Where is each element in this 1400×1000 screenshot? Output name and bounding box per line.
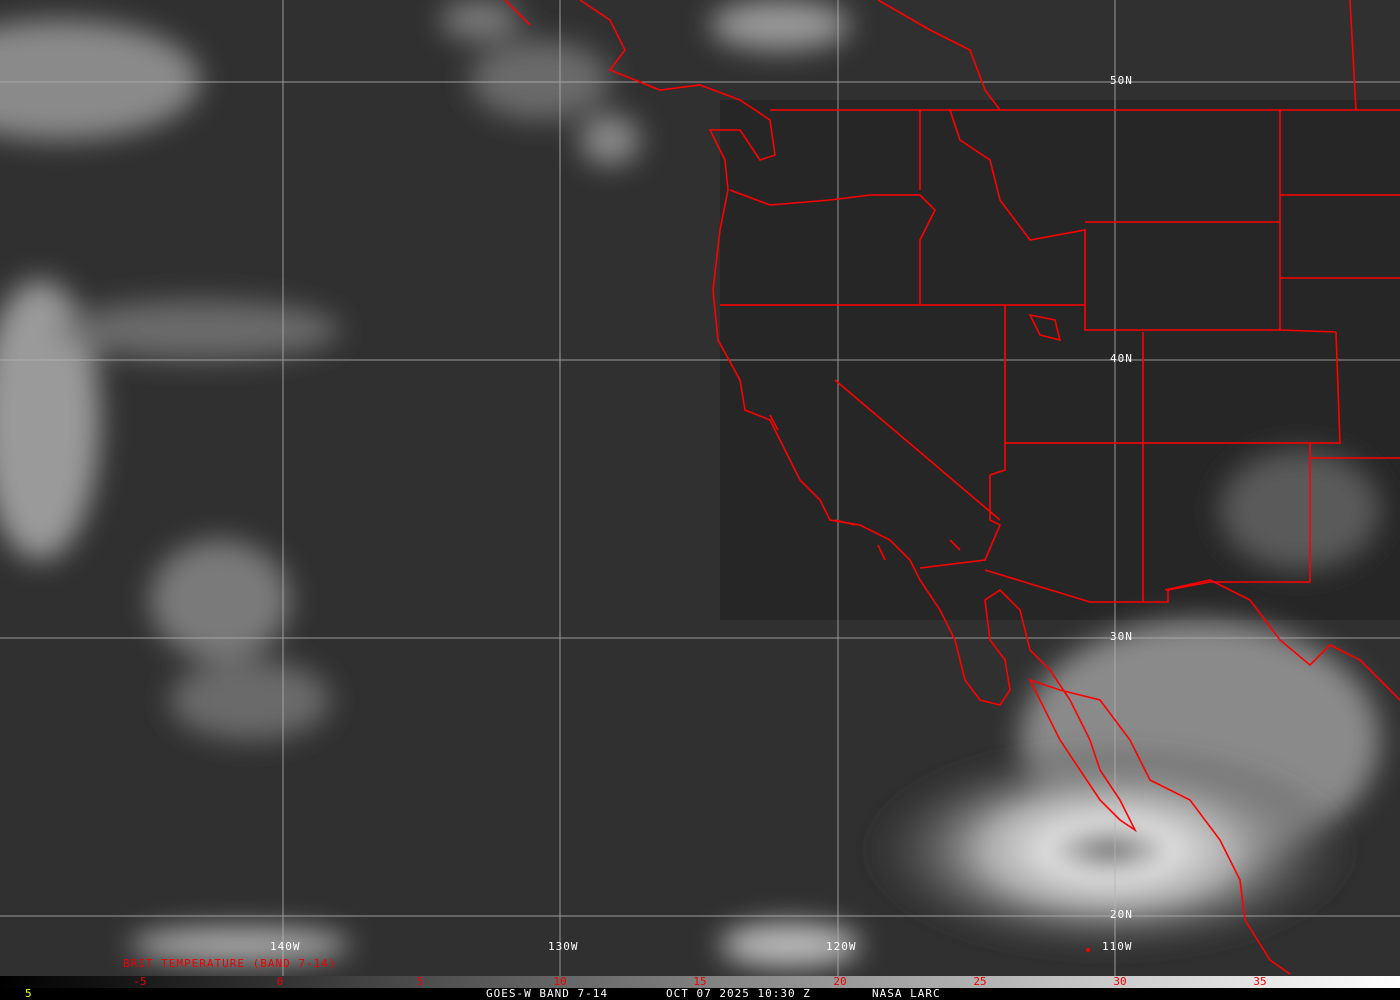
colorbar-tick: 10: [553, 975, 567, 988]
state-borders: [720, 109, 1400, 603]
lon-label-110w: 110W: [1102, 940, 1133, 953]
datetime-label: OCT 07 2025 10:30 Z: [666, 987, 811, 1000]
footer-value: 5: [25, 987, 33, 1000]
lon-label-140w: 140W: [270, 940, 301, 953]
cloud-layer: [0, 0, 1380, 967]
colorbar-tick: 35: [1253, 975, 1267, 988]
colorbar-tick: -5: [133, 975, 147, 988]
lat-label-50n: 50N: [1110, 74, 1133, 87]
hurricane-cloud: [860, 740, 1360, 960]
lat-label-30n: 30N: [1110, 630, 1133, 643]
lon-label-120w: 120W: [826, 940, 857, 953]
mexico-coast: [1164, 579, 1400, 701]
colorbar-title: BRIT TEMPERATURE (BAND 7-14): [123, 957, 337, 970]
colorbar: [0, 976, 1400, 988]
islands: [769, 313, 1062, 561]
colorbar-tick: 15: [693, 975, 707, 988]
colorbar-tick: 5: [416, 975, 424, 988]
political-borders: [504, 0, 1400, 975]
lat-label-20n: 20N: [1110, 908, 1133, 921]
satellite-map: [0, 0, 1400, 976]
canada-province-border: [877, 0, 1357, 111]
lon-label-130w: 130W: [548, 940, 579, 953]
lat-label-40n: 40N: [1110, 352, 1133, 365]
colorbar-tick: 20: [833, 975, 847, 988]
coastline: [504, 0, 1291, 975]
colorbar-tick: 25: [973, 975, 987, 988]
source-label: NASA LARC: [872, 987, 941, 1000]
colorbar-tick: 0: [276, 975, 284, 988]
storm-center-marker: [1086, 948, 1090, 952]
product-label: GOES-W BAND 7-14: [486, 987, 608, 1000]
footer-bar: 5 GOES-W BAND 7-14 OCT 07 2025 10:30 Z N…: [0, 987, 1400, 1000]
lat-lon-grid: [0, 0, 1400, 976]
colorbar-tick: 30: [1113, 975, 1127, 988]
